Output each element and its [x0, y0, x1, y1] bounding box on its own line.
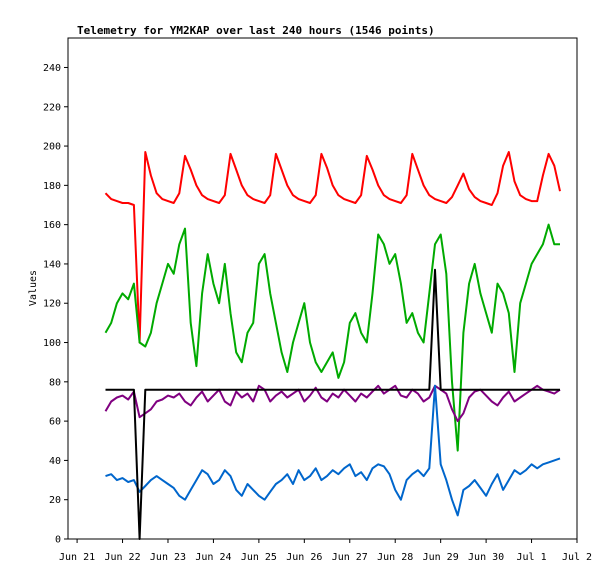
y-tick-label: 140	[43, 259, 61, 270]
series-line	[105, 384, 561, 517]
plot-frame	[67, 37, 578, 540]
x-tick-label: Jul 2	[562, 552, 592, 563]
series-line	[104, 223, 560, 452]
y-tick-label: 160	[43, 220, 61, 231]
x-tick-label: Jun 22	[104, 552, 140, 563]
x-tick-label: Jun 26	[286, 552, 322, 563]
y-tick-label: 200	[43, 142, 61, 153]
y-tick-label: 220	[43, 102, 61, 113]
y-tick-label: 0	[55, 535, 61, 546]
x-tick-label: Jun 28	[377, 552, 413, 563]
series-line	[104, 384, 561, 423]
y-tick-label: 60	[49, 417, 61, 428]
x-tick-label: Jun 24	[195, 552, 231, 563]
y-tick-label: 240	[43, 63, 61, 74]
y-tick-label: 80	[49, 377, 61, 388]
y-tick-label: 120	[43, 299, 61, 310]
x-tick-label: Jun 30	[468, 552, 504, 563]
x-tick-label: Jul 1	[516, 552, 546, 563]
x-tick-label: Jun 23	[150, 552, 186, 563]
y-tick-label: 100	[43, 338, 61, 349]
x-tick-label: Jun 27	[332, 552, 368, 563]
series-line	[105, 268, 560, 540]
y-axis-label: Values	[28, 270, 39, 306]
chart-title: Telemetry for YM2KAP over last 240 hours…	[77, 24, 435, 37]
series-line	[104, 151, 561, 344]
y-tick-label: 40	[49, 456, 61, 467]
x-tick-label: Jun 29	[423, 552, 459, 563]
x-tick-label: Jun 21	[59, 552, 95, 563]
y-tick-label: 180	[43, 181, 61, 192]
y-tick-label: 20	[49, 495, 61, 506]
x-tick-label: Jun 25	[241, 552, 277, 563]
